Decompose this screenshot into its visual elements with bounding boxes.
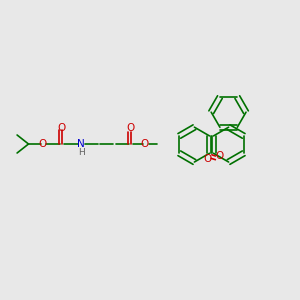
Text: O: O bbox=[204, 154, 212, 164]
Text: O: O bbox=[215, 151, 223, 161]
Text: O: O bbox=[57, 123, 66, 134]
Text: H: H bbox=[78, 148, 85, 157]
Text: O: O bbox=[126, 123, 135, 134]
Text: N: N bbox=[76, 139, 84, 149]
Text: O: O bbox=[38, 139, 46, 149]
Text: O: O bbox=[140, 139, 149, 149]
